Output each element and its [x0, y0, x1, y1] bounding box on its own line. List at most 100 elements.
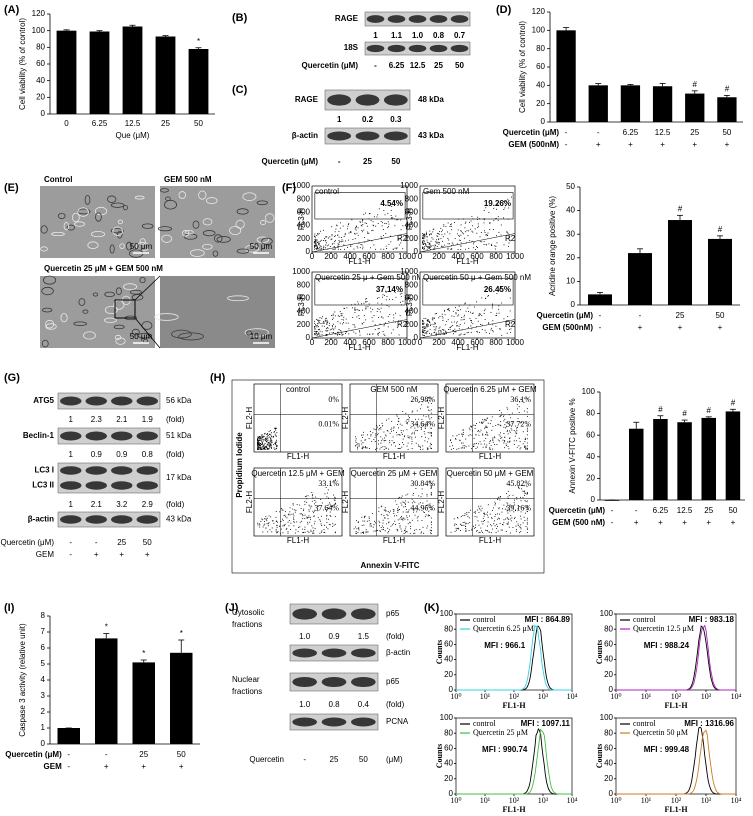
label: FL1-H: [287, 536, 309, 545]
dot: [485, 446, 487, 448]
dot: [458, 235, 460, 236]
dot: [268, 434, 270, 436]
panel-label: (B): [232, 12, 248, 24]
dot: [312, 497, 314, 499]
dot: [442, 236, 444, 238]
dot: [461, 435, 463, 437]
dot: [294, 509, 296, 511]
dot: [422, 237, 423, 239]
gate: [314, 192, 406, 220]
dot: [425, 231, 427, 233]
y-tick-label: 100: [600, 713, 614, 722]
dot: [442, 334, 444, 336]
dot: [293, 521, 295, 523]
dot: [422, 330, 424, 332]
dot: [452, 330, 454, 331]
dot: [397, 511, 399, 513]
dot: [257, 437, 259, 439]
dot: [316, 325, 318, 326]
dot: [270, 434, 272, 436]
dot: [457, 325, 459, 327]
dot: [269, 440, 271, 442]
label: 1: [373, 31, 378, 40]
dot: [400, 432, 402, 434]
dot: [419, 447, 421, 449]
dot: [367, 233, 369, 234]
label: 1.9: [142, 415, 154, 424]
dot: [361, 231, 363, 233]
label: GEM: [36, 550, 55, 559]
dot: [516, 521, 518, 523]
y-axis-label: Cell viability (% of control): [18, 18, 27, 110]
dot: [471, 426, 473, 428]
dot: [331, 234, 333, 236]
row-value: 50: [728, 506, 737, 515]
micrograph: [40, 186, 155, 258]
dot: [422, 329, 424, 331]
dot: [485, 513, 487, 515]
row-value: +: [179, 762, 184, 771]
dot: [483, 420, 485, 422]
dot: [489, 447, 491, 449]
dot: [260, 448, 262, 450]
dot: [422, 331, 424, 333]
dot: [336, 225, 338, 227]
dot: [412, 494, 414, 496]
dot: [365, 529, 367, 531]
dot: [262, 436, 264, 438]
dot: [314, 523, 316, 525]
dot: [422, 424, 424, 426]
dot: [262, 531, 264, 533]
dot: [494, 245, 496, 247]
dot: [477, 320, 479, 322]
label: R2: [397, 320, 408, 329]
dot: [504, 436, 506, 438]
dot: [372, 432, 374, 434]
dot: [352, 317, 354, 318]
y-tick-label: 20: [604, 774, 613, 783]
panel-label: (C): [232, 84, 248, 96]
dot: [430, 487, 432, 489]
row-value: -: [67, 762, 70, 771]
dot: [334, 241, 336, 242]
dot: [509, 504, 511, 506]
dot: [449, 310, 450, 312]
blot-band: [408, 44, 427, 53]
dot: [353, 248, 355, 250]
dot: [355, 440, 357, 442]
dot: [420, 532, 422, 534]
dot: [304, 526, 306, 528]
label: -: [95, 538, 98, 547]
dot: [513, 444, 515, 445]
dot: [314, 243, 316, 245]
label: 30.84%: [410, 479, 435, 488]
label: FL3-H: [297, 294, 306, 316]
dot: [334, 496, 336, 498]
dot: [366, 223, 368, 224]
cell: [92, 292, 99, 297]
dot: [450, 448, 452, 450]
dot: [475, 326, 477, 328]
dot: [433, 332, 435, 334]
dot: [316, 330, 318, 332]
row-value: -: [597, 128, 600, 137]
x-tick-label: 10²: [671, 692, 682, 701]
dot: [422, 334, 423, 336]
dot: [507, 490, 509, 492]
label: R2: [505, 320, 516, 329]
dot: [430, 245, 432, 247]
dot: [311, 525, 313, 527]
label: 1: [69, 500, 74, 509]
dot: [338, 240, 340, 241]
dot: [465, 221, 467, 223]
dot: [430, 532, 431, 534]
dot: [371, 317, 373, 319]
bar: [652, 86, 673, 122]
label: Quercetin: [249, 755, 284, 764]
dot: [281, 509, 283, 511]
dot: [515, 432, 517, 434]
dot: [445, 330, 447, 332]
dot: [406, 509, 407, 510]
histogram-plot: [615, 717, 737, 795]
dot: [422, 401, 423, 403]
